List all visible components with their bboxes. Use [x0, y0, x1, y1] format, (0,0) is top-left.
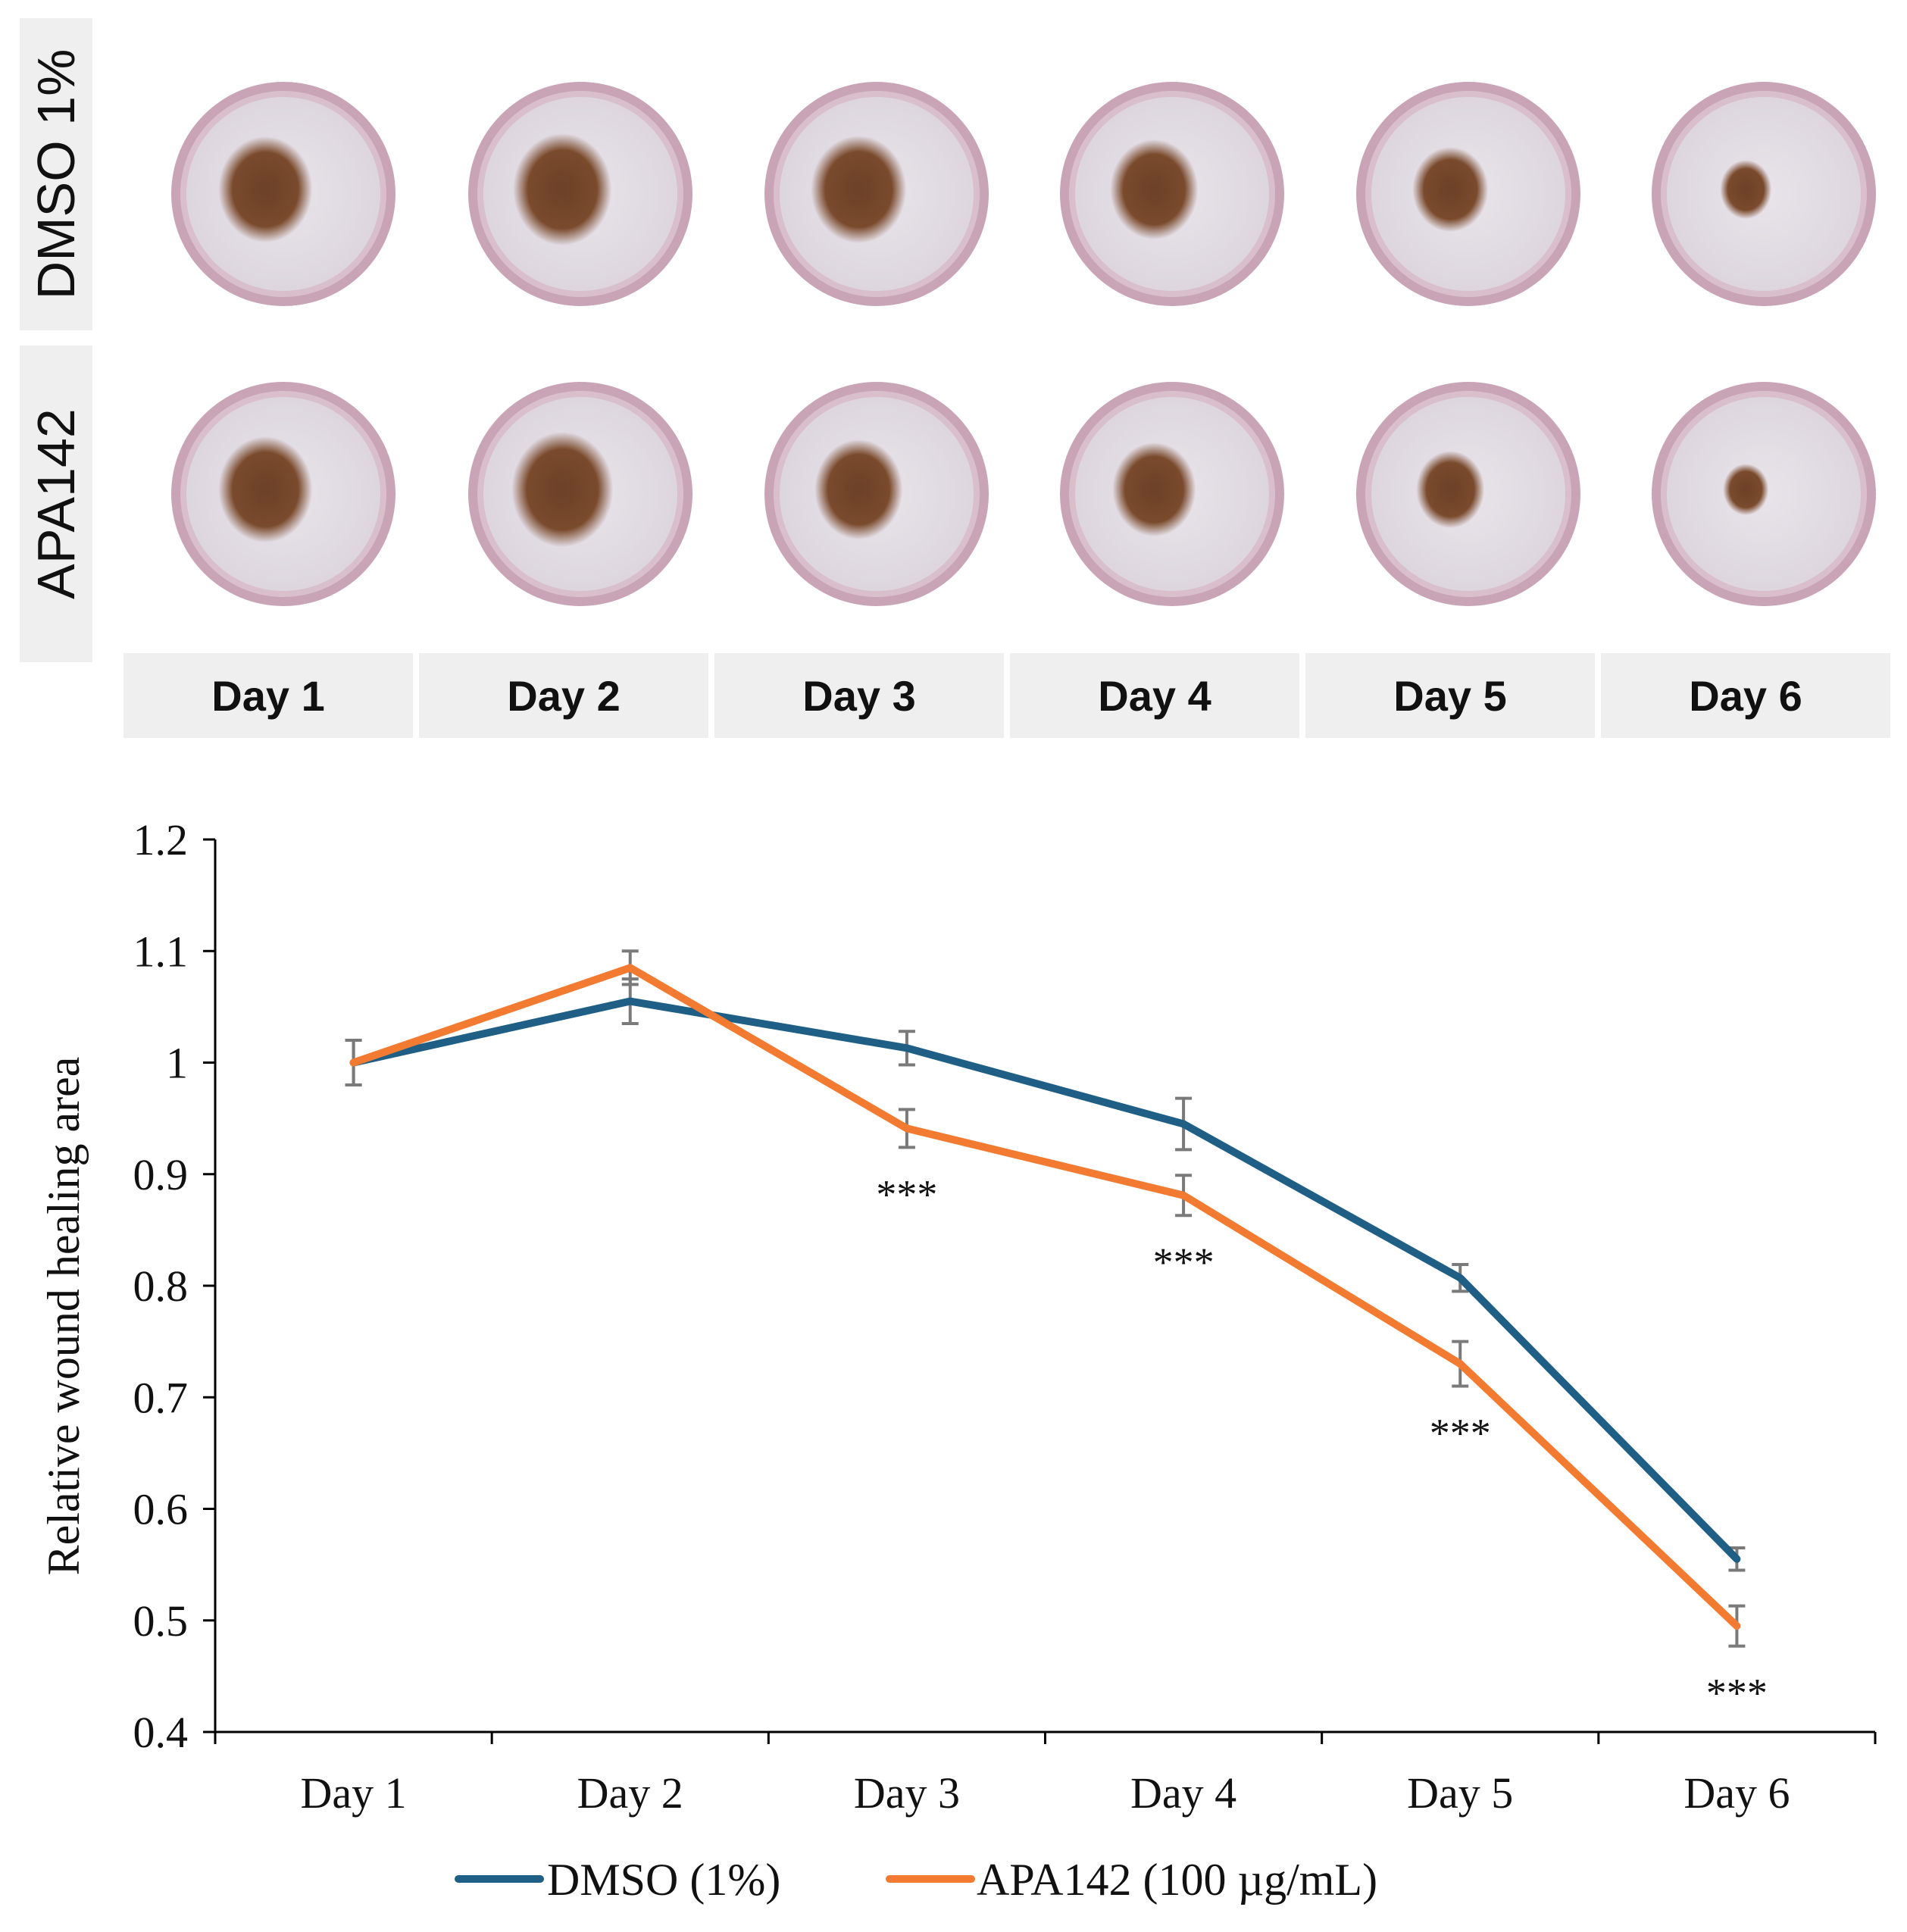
- wound-photo: [171, 382, 395, 606]
- wound-photo: [1060, 82, 1284, 306]
- day-header-4: Day 4: [1010, 653, 1299, 738]
- x-tick-label: Day 5: [1407, 1768, 1513, 1818]
- series-line-apa142: [349, 964, 1741, 1630]
- y-tick-label: 0.4: [133, 1708, 189, 1757]
- significance-mark: ***: [1430, 1411, 1491, 1456]
- wound-photo: [764, 382, 989, 606]
- row-label-apa142: APA142: [20, 345, 92, 662]
- legend-label: APA142 (100 µg/mL): [977, 1855, 1377, 1905]
- significance-mark: ***: [1706, 1671, 1768, 1716]
- wound-photo: [468, 382, 692, 606]
- x-tick-label: Day 4: [1130, 1768, 1236, 1818]
- wound-photo: [171, 82, 395, 306]
- y-tick-label: 0.6: [133, 1485, 189, 1534]
- significance-mark: ***: [1153, 1240, 1215, 1285]
- data-point: [1736, 1625, 1738, 1627]
- day-header-6: Day 6: [1601, 653, 1890, 738]
- wound-photo: [764, 82, 989, 306]
- row-label-dmso-text: DMSO 1%: [27, 48, 86, 300]
- wound-photo: [468, 82, 692, 306]
- y-axis-label: Relative wound healing area: [39, 1057, 89, 1576]
- y-tick-label: 1: [166, 1039, 188, 1088]
- row-label-dmso: DMSO 1%: [20, 18, 92, 330]
- significance-mark: ***: [876, 1171, 937, 1217]
- legend-label: DMSO (1%): [547, 1855, 780, 1905]
- wound-photo: [1652, 382, 1876, 606]
- day-header-1: Day 1: [123, 653, 413, 738]
- x-tick-label: Day 1: [301, 1768, 407, 1818]
- data-point: [1459, 1277, 1462, 1279]
- y-tick-label: 0.5: [133, 1596, 189, 1646]
- day-header-5: Day 5: [1305, 653, 1595, 738]
- data-point: [1736, 1558, 1738, 1560]
- data-point: [905, 1047, 908, 1049]
- data-point: [629, 967, 631, 969]
- data-point: [1183, 1123, 1185, 1125]
- y-tick-label: 0.8: [133, 1261, 189, 1311]
- wound-photo: [1356, 382, 1580, 606]
- day-header-3: Day 3: [714, 653, 1004, 738]
- wound-photo: [1356, 82, 1580, 306]
- data-point: [629, 1000, 631, 1002]
- data-point: [1183, 1194, 1185, 1196]
- data-point: [1459, 1363, 1462, 1365]
- y-tick-label: 1.2: [133, 815, 189, 864]
- series-line-dmso: [349, 997, 1741, 1563]
- row-label-apa142-text: APA142: [27, 408, 86, 599]
- x-tick-label: Day 2: [577, 1768, 683, 1818]
- day-header-2: Day 2: [419, 653, 708, 738]
- x-tick-label: Day 6: [1683, 1768, 1790, 1818]
- data-point: [352, 1061, 355, 1064]
- wound-photo: [1060, 382, 1284, 606]
- wound-photo: [1652, 82, 1876, 306]
- wound-healing-chart: 0.4 0.5 0.6 0.7 0.8 0.9 1 1.1 1.2 Day 1 Day 2 Day 3…: [39, 815, 1877, 1905]
- y-tick-label: 0.7: [133, 1373, 189, 1422]
- data-point: [905, 1127, 908, 1130]
- y-tick-label: 0.9: [133, 1150, 189, 1199]
- y-tick-label: 1.1: [133, 927, 189, 976]
- x-tick-label: Day 3: [854, 1768, 960, 1818]
